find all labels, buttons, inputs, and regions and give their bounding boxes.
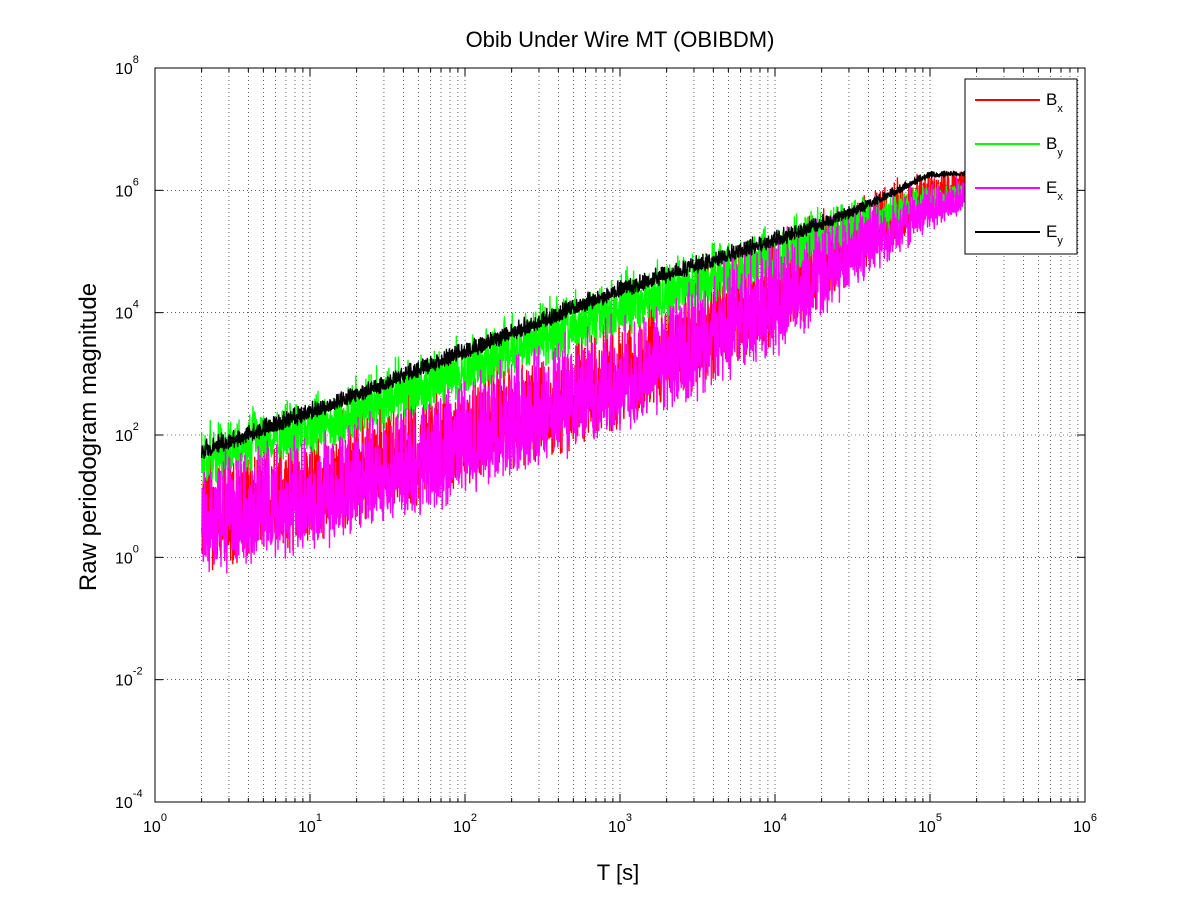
legend: Bx By Ex Ey bbox=[964, 78, 1078, 255]
legend-label: Bx bbox=[1046, 90, 1063, 115]
y-tick-label: 104 bbox=[115, 299, 139, 323]
series-line-ey bbox=[201, 170, 1039, 459]
y-tick-label: 106 bbox=[115, 176, 139, 200]
legend-label: By bbox=[1046, 134, 1063, 159]
legend-label: Ex bbox=[1046, 178, 1063, 203]
tick-labels: 100 101 102 103 104 105 106 10-4 10-2 100 102 104 10… bbox=[115, 54, 1097, 836]
x-tick-label: 104 bbox=[763, 812, 787, 836]
tick-marks bbox=[154, 67, 1086, 803]
series-line-ex bbox=[201, 170, 1039, 574]
series-layer bbox=[201, 160, 1039, 574]
x-axis-label: T [s] bbox=[597, 860, 639, 885]
x-tick-label: 101 bbox=[298, 812, 322, 836]
y-tick-label: 100 bbox=[115, 543, 139, 567]
y-tick-label: 108 bbox=[115, 54, 139, 78]
x-tick-label: 106 bbox=[1073, 812, 1097, 836]
y-tick-label: 10-4 bbox=[115, 788, 143, 812]
x-tick-label: 102 bbox=[453, 812, 477, 836]
chart-title: Obib Under Wire MT (OBIBDM) bbox=[466, 27, 775, 52]
y-tick-label: 102 bbox=[115, 421, 139, 445]
x-tick-label: 103 bbox=[608, 812, 632, 836]
y-tick-label: 10-2 bbox=[115, 666, 143, 690]
legend-label: Ey bbox=[1046, 222, 1063, 247]
y-axis-label: Raw periodogram magnitude bbox=[75, 283, 102, 591]
x-tick-label: 105 bbox=[918, 812, 942, 836]
legend-box bbox=[964, 78, 1078, 255]
x-tick-label: 100 bbox=[143, 812, 167, 836]
